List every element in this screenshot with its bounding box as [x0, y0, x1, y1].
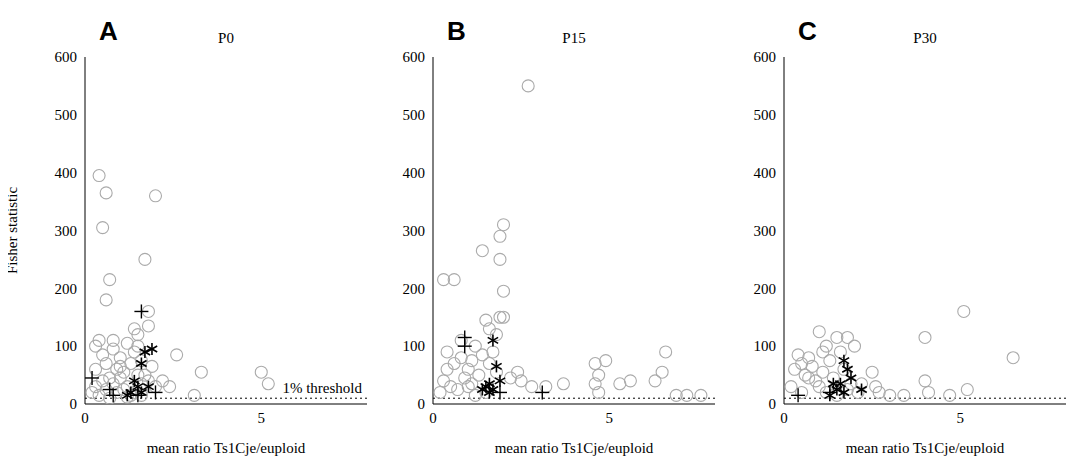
svg-text:100: 100	[403, 338, 426, 354]
html-text:P0: P0	[218, 30, 234, 46]
svg-text:0: 0	[780, 410, 788, 426]
svg-text:500: 500	[55, 107, 78, 123]
svg-text:mean ratio Ts1Cje/euploid: mean ratio Ts1Cje/euploid	[495, 440, 654, 456]
svg-text:0: 0	[418, 396, 426, 412]
svg-text:0: 0	[769, 396, 777, 412]
svg-text:400: 400	[754, 165, 777, 181]
html-text:P15: P15	[562, 30, 586, 46]
svg-text:0: 0	[70, 396, 78, 412]
svg-text:1% threshold: 1% threshold	[282, 380, 362, 396]
svg-text:100: 100	[754, 338, 777, 354]
svg-text:400: 400	[403, 165, 426, 181]
svg-text:0: 0	[81, 410, 89, 426]
svg-text:600: 600	[754, 49, 777, 65]
svg-text:5: 5	[258, 410, 266, 426]
html-text:C: C	[798, 16, 817, 46]
html-text:P30: P30	[913, 30, 937, 46]
svg-text:500: 500	[754, 107, 777, 123]
svg-text:100: 100	[55, 338, 78, 354]
html-text:A: A	[99, 16, 118, 46]
html-text:B: B	[447, 16, 466, 46]
svg-text:600: 600	[55, 49, 78, 65]
svg-text:600: 600	[403, 49, 426, 65]
svg-text:300: 300	[55, 223, 78, 239]
svg-text:300: 300	[754, 223, 777, 239]
svg-text:0: 0	[429, 410, 437, 426]
svg-text:200: 200	[403, 281, 426, 297]
svg-text:400: 400	[55, 165, 78, 181]
svg-text:mean ratio Ts1Cje/euploid: mean ratio Ts1Cje/euploid	[147, 440, 306, 456]
svg-text:200: 200	[55, 281, 78, 297]
svg-text:300: 300	[403, 223, 426, 239]
svg-text:Fisher statistic: Fisher statistic	[8, 187, 20, 274]
svg-text:500: 500	[403, 107, 426, 123]
svg-text:5: 5	[957, 410, 965, 426]
svg-text:200: 200	[754, 281, 777, 297]
svg-text:5: 5	[606, 410, 614, 426]
svg-text:mean ratio Ts1Cje/euploid: mean ratio Ts1Cje/euploid	[846, 440, 1005, 456]
